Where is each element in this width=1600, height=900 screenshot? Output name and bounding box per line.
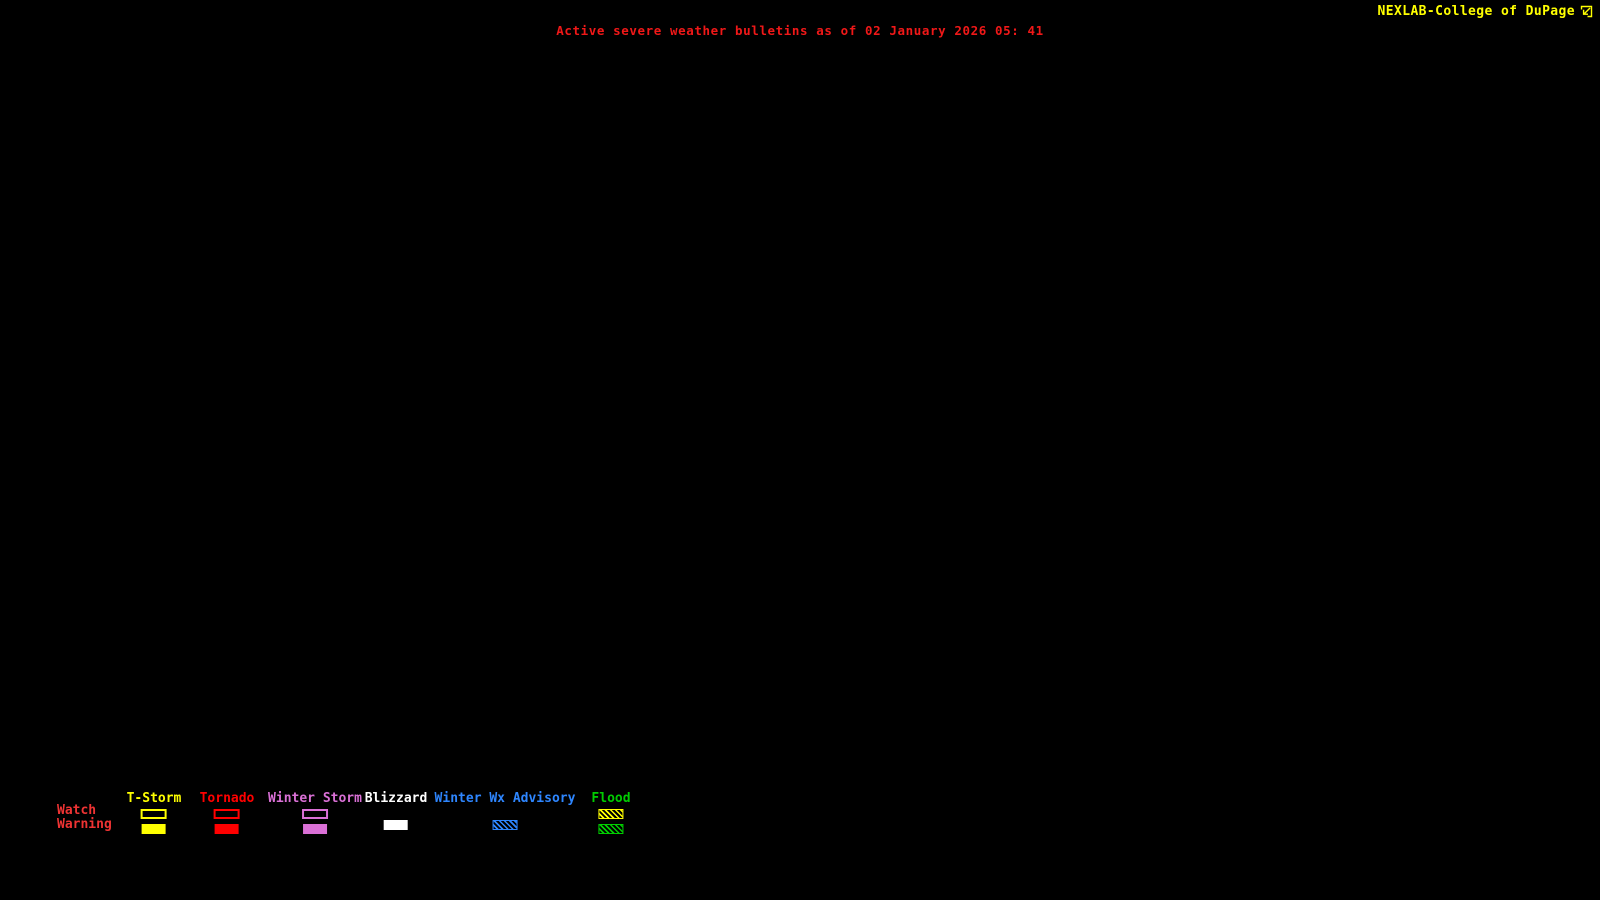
legend-row-label-warning: Warning bbox=[57, 817, 112, 832]
legend: Watch Warning T-Storm Tornado Winter Sto… bbox=[57, 792, 697, 838]
flood-watch-swatch bbox=[598, 809, 624, 819]
winter-storm-warning-swatch bbox=[302, 824, 327, 834]
legend-column-header: Flood bbox=[591, 791, 631, 806]
legend-column-winter-storm: Winter Storm bbox=[268, 792, 362, 834]
brand-link[interactable]: NEXLAB-College of DuPage bbox=[1378, 4, 1593, 19]
winter-storm-watch-swatch bbox=[301, 809, 328, 819]
legend-column-header: Winter Wx Advisory bbox=[434, 791, 576, 806]
legend-column-header: Winter Storm bbox=[268, 791, 362, 806]
tornado-warning-swatch bbox=[214, 824, 239, 834]
legend-column-tornado: Tornado bbox=[199, 791, 255, 834]
legend-column-header: Tornado bbox=[199, 791, 255, 806]
legend-column-header: Blizzard bbox=[364, 791, 428, 806]
winter-wx-advisory-warning-swatch bbox=[492, 820, 518, 830]
legend-column-blizzard: Blizzard bbox=[364, 791, 428, 830]
blizzard-warning-swatch bbox=[384, 820, 408, 830]
legend-row-label-watch: Watch bbox=[57, 803, 97, 818]
corner-arrow-external-link-icon bbox=[1580, 5, 1593, 18]
legend-column-winter-wx-advisory: Winter Wx Advisory bbox=[434, 791, 576, 830]
map-title: Active severe weather bulletins as of 02… bbox=[556, 23, 1044, 38]
tornado-watch-swatch bbox=[213, 809, 240, 819]
tstorm-watch-swatch bbox=[140, 809, 167, 819]
legend-column-tstorm: T-Storm bbox=[126, 791, 182, 834]
tstorm-warning-swatch bbox=[141, 824, 166, 834]
legend-column-flood: Flood bbox=[591, 791, 631, 834]
brand-label: NEXLAB-College of DuPage bbox=[1377, 4, 1575, 19]
flood-warning-swatch bbox=[598, 824, 624, 834]
legend-column-header: T-Storm bbox=[126, 791, 182, 806]
